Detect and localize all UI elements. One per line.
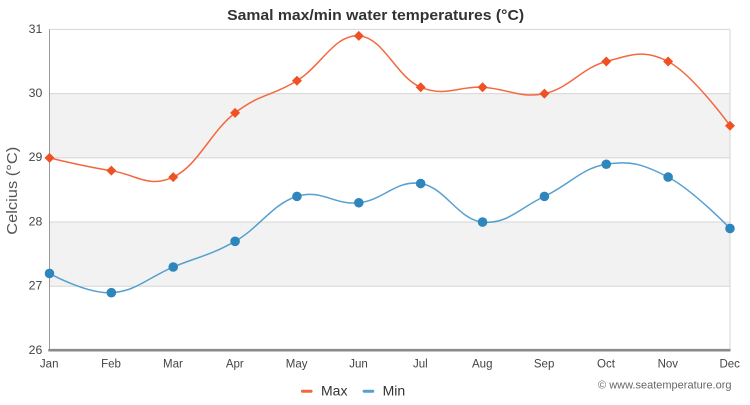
svg-text:26: 26 [29, 343, 43, 357]
svg-text:28: 28 [29, 214, 43, 228]
svg-text:Dec: Dec [719, 359, 740, 371]
svg-text:29: 29 [29, 150, 43, 164]
svg-text:Sep: Sep [534, 359, 554, 371]
svg-text:Max: Max [321, 383, 347, 399]
svg-text:Mar: Mar [163, 359, 183, 371]
svg-text:Apr: Apr [226, 359, 244, 371]
svg-text:31: 31 [29, 22, 43, 36]
svg-text:Jun: Jun [349, 359, 368, 371]
svg-text:Oct: Oct [597, 359, 616, 371]
svg-text:Feb: Feb [101, 359, 121, 371]
svg-text:Jan: Jan [40, 359, 59, 371]
svg-text:Nov: Nov [658, 359, 679, 371]
svg-text:Samal max/min water temperatur: Samal max/min water temperatures (°C) [227, 7, 524, 24]
svg-text:27: 27 [29, 279, 43, 293]
svg-text:Aug: Aug [472, 359, 492, 371]
svg-text:Celcius (°C): Celcius (°C) [5, 147, 21, 235]
svg-text:Min: Min [383, 383, 406, 399]
svg-text:30: 30 [29, 86, 43, 100]
svg-text:© www.seatemperature.org: © www.seatemperature.org [598, 380, 731, 392]
svg-text:Jul: Jul [413, 359, 428, 371]
svg-text:May: May [286, 359, 308, 371]
